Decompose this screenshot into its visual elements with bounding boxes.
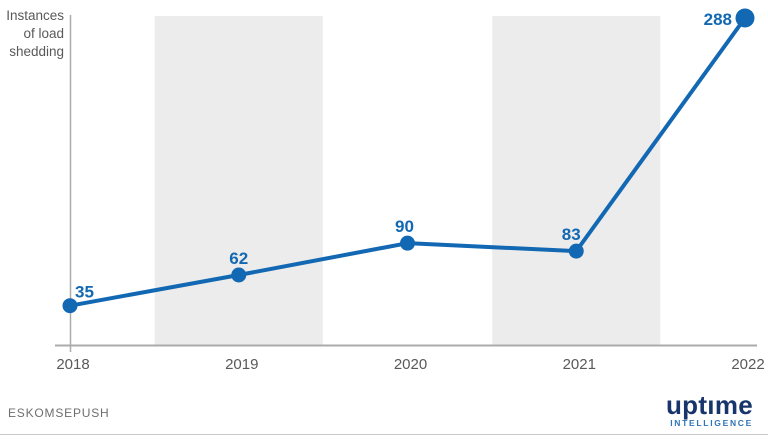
x-tick-label: 2021 xyxy=(563,356,596,373)
y-axis-title: Instances of load shedding xyxy=(6,8,64,59)
data-point xyxy=(735,8,755,28)
uptime-intelligence-logo: uptıme INTELLIGENCE xyxy=(666,392,753,428)
data-point xyxy=(568,243,584,259)
shaded-year-band xyxy=(154,16,323,345)
bottom-divider xyxy=(0,434,768,435)
data-point xyxy=(62,298,78,314)
line-chart-plot-area: 35 62 90 83 288 2018 2019 2020 2021 2022 xyxy=(55,8,765,373)
data-source-label: ESKOMSEPUSH xyxy=(8,406,110,420)
value-label: 62 xyxy=(229,249,248,268)
x-tick-label: 2019 xyxy=(225,356,258,373)
data-point xyxy=(400,235,415,251)
value-label: 83 xyxy=(562,225,581,244)
x-tick-label: 2018 xyxy=(56,356,89,373)
uptime-logo-subtitle: INTELLIGENCE xyxy=(670,418,753,428)
value-label: 35 xyxy=(75,283,94,302)
x-tick-label: 2020 xyxy=(394,356,427,373)
x-tick-label: 2022 xyxy=(731,356,764,373)
value-label: 288 xyxy=(704,10,732,29)
shaded-year-band xyxy=(492,16,661,345)
uptime-logo-wordmark: uptıme xyxy=(665,390,753,420)
data-point xyxy=(231,267,247,283)
value-label: 90 xyxy=(395,217,414,236)
